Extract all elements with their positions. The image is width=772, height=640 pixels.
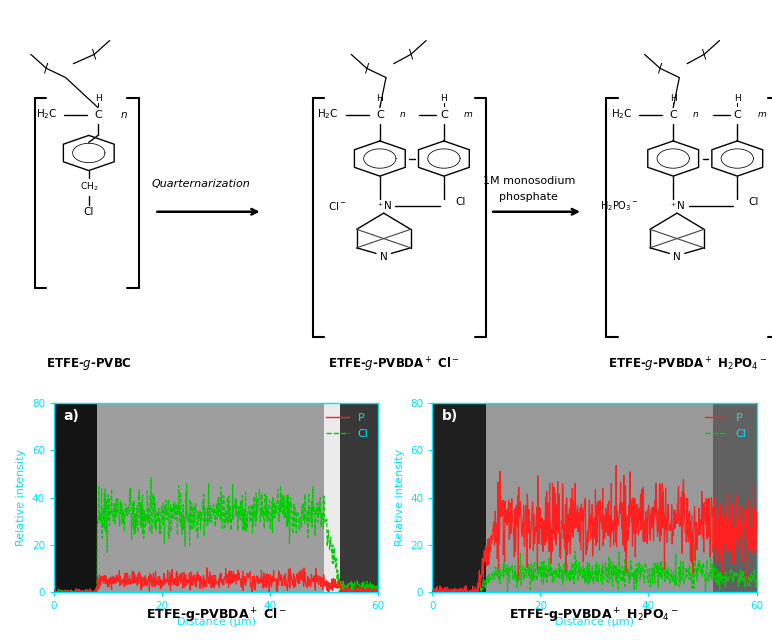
Bar <box>340 403 378 592</box>
Text: Cl: Cl <box>455 196 466 207</box>
Text: C: C <box>440 109 448 120</box>
Text: $m$: $m$ <box>757 110 767 119</box>
Text: N: N <box>673 252 681 262</box>
Text: ETFE-$g$-PVBDA$^+$ H$_2$PO$_4$$^-$: ETFE-$g$-PVBDA$^+$ H$_2$PO$_4$$^-$ <box>608 355 767 374</box>
Text: \: \ <box>702 48 706 61</box>
Text: $n$: $n$ <box>399 110 406 119</box>
Text: $n$: $n$ <box>692 110 699 119</box>
Text: H$_2$PO$_3$$^-$: H$_2$PO$_3$$^-$ <box>600 199 638 213</box>
Legend: P, Cl: P, Cl <box>700 409 751 443</box>
Text: ETFE-$g$-PVBDA$^+$ Cl$^-$: ETFE-$g$-PVBDA$^+$ Cl$^-$ <box>328 355 459 374</box>
Text: H$_2$C: H$_2$C <box>317 108 339 122</box>
Text: N: N <box>380 252 388 262</box>
Text: N: N <box>677 201 685 211</box>
Text: b): b) <box>442 409 459 423</box>
Text: ETFE-g-PVBDA$^+$ H$_2$PO$_4$$^-$: ETFE-g-PVBDA$^+$ H$_2$PO$_4$$^-$ <box>510 607 679 625</box>
Text: N: N <box>384 201 391 211</box>
Text: H: H <box>670 94 676 103</box>
Bar <box>432 403 486 592</box>
Y-axis label: Relative intensity: Relative intensity <box>394 449 405 546</box>
X-axis label: Distance (μm): Distance (μm) <box>555 616 634 627</box>
Text: a): a) <box>64 409 80 423</box>
Text: \: \ <box>408 48 413 61</box>
Text: ETFE-g-PVBDA$^+$ Cl$^-$: ETFE-g-PVBDA$^+$ Cl$^-$ <box>146 607 286 625</box>
Text: Cl: Cl <box>749 196 759 207</box>
Text: /: / <box>44 62 49 75</box>
Bar <box>324 403 340 592</box>
Bar <box>486 403 713 592</box>
Text: C: C <box>669 109 677 120</box>
Text: Quarternarization: Quarternarization <box>151 179 250 189</box>
Text: C: C <box>94 109 102 120</box>
Legend: P, Cl: P, Cl <box>322 409 373 443</box>
Text: ETFE-$g$-PVBC: ETFE-$g$-PVBC <box>46 356 132 372</box>
Text: CH$_2$: CH$_2$ <box>80 180 98 193</box>
Text: H: H <box>734 94 740 103</box>
Text: /: / <box>658 62 662 75</box>
Bar <box>97 403 324 592</box>
Text: H: H <box>95 94 101 103</box>
Text: C: C <box>733 109 741 120</box>
Y-axis label: Relative intensity: Relative intensity <box>16 449 26 546</box>
X-axis label: Distance (μm): Distance (μm) <box>177 616 256 627</box>
Text: H: H <box>377 94 383 103</box>
Text: C: C <box>376 109 384 120</box>
Text: Cl$^-$: Cl$^-$ <box>328 200 347 212</box>
Text: $m$: $m$ <box>463 110 473 119</box>
Text: H$_2$C: H$_2$C <box>611 108 632 122</box>
Text: /: / <box>364 62 369 75</box>
Text: 1M monosodium: 1M monosodium <box>482 176 575 186</box>
Text: Cl: Cl <box>83 207 94 217</box>
Text: H: H <box>441 94 447 103</box>
Text: H$_2$C: H$_2$C <box>36 108 57 122</box>
Text: phosphate: phosphate <box>499 193 558 202</box>
Text: \: \ <box>92 48 96 61</box>
Text: $^+$: $^+$ <box>376 202 384 211</box>
Text: $^+$: $^+$ <box>669 202 677 211</box>
Bar <box>713 403 757 592</box>
Text: $n$: $n$ <box>120 109 127 120</box>
Bar <box>54 403 97 592</box>
